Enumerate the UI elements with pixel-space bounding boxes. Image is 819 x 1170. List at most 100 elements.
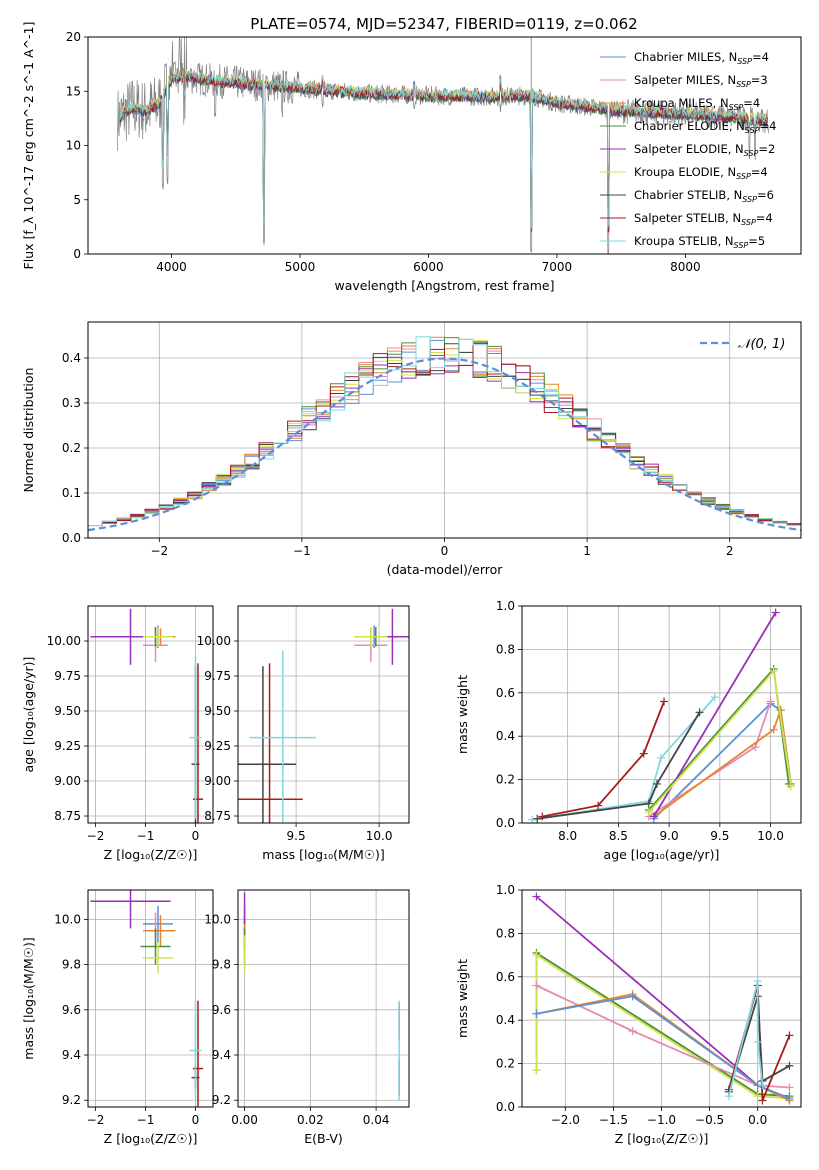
x-axis-label: wavelength [Angstrom, rest frame] <box>334 278 554 293</box>
x-tick-label: −2 <box>150 544 168 558</box>
age-vs-mass-axes <box>238 606 409 823</box>
y-tick-label: 1.0 <box>496 599 515 613</box>
data-point <box>143 905 173 942</box>
y-tick-label: 10 <box>66 139 81 153</box>
legend-label: Chabrier ELODIE, NSSP=4 <box>634 119 776 135</box>
y-tick-label: 15 <box>66 84 81 98</box>
age-vs-Z-axes <box>88 606 213 823</box>
weight-marker <box>639 749 648 758</box>
y-tick-label: 9.50 <box>54 704 81 718</box>
y-tick-label: 0.6 <box>496 970 515 984</box>
legend-label-main: Salpeter ELODIE, N <box>634 142 744 156</box>
legend-label-value: =4 <box>743 96 760 110</box>
x-tick-label: −1.5 <box>599 1113 628 1127</box>
y-tick-label: 0.3 <box>62 396 81 410</box>
weight-marker <box>528 815 537 823</box>
weight-marker <box>771 608 780 617</box>
x-tick-label: −0.5 <box>695 1113 724 1127</box>
y-tick-label: 0.4 <box>496 729 515 743</box>
x-tick-label: −1 <box>293 544 311 558</box>
weight-marker <box>785 1031 794 1040</box>
weight-marker <box>769 667 778 676</box>
legend-label-main: Salpeter STELIB, N <box>634 211 741 225</box>
y-tick-label: 9.2 <box>212 1093 231 1107</box>
legend-label-value: =4 <box>751 165 768 179</box>
weight-marker <box>695 708 704 717</box>
weight-marker <box>753 1037 762 1046</box>
y-axis-label: mass weight <box>455 675 470 754</box>
weight-marker <box>532 1009 541 1018</box>
legend-label-main: Kroupa ELODIE, N <box>634 165 736 179</box>
data-point <box>145 914 176 947</box>
data-point <box>90 890 171 929</box>
x-tick-label: 0.04 <box>363 1113 390 1127</box>
x-axis-label: mass [log₁₀(M/M☉)] <box>262 847 384 862</box>
residuals-legend: 𝒩(0, 1) <box>700 337 785 352</box>
legend-label-main: Kroupa MILES, N <box>634 96 729 110</box>
y-tick-label: 9.8 <box>212 958 231 972</box>
x-tick-label: 6000 <box>413 260 444 274</box>
model-spectrum-line <box>119 72 768 234</box>
y-tick-label: 0.0 <box>62 531 81 545</box>
legend-label-value: =6 <box>757 188 774 202</box>
x-axis-label: Z [log₁₀(Z/Z☉)] <box>615 1131 709 1146</box>
y-tick-label: 9.00 <box>204 774 231 788</box>
residual-histogram-step <box>88 336 801 526</box>
y-tick-label: 9.6 <box>212 1003 231 1017</box>
spectrum-frame: 4000 5000 6000 7000 8000 0 5 10 15 20 wavelength [… <box>21 22 802 293</box>
x-tick-label: 1 <box>583 544 591 558</box>
y-tick-label: 0.6 <box>496 686 515 700</box>
x-tick-label: 8.0 <box>558 829 577 843</box>
x-axis-label: Z [log₁₀(Z/Z☉)] <box>104 847 198 862</box>
data-point <box>354 627 388 647</box>
legend-label-main: Salpeter MILES, N <box>634 73 736 87</box>
mass-weight-vs-Z-plot-area <box>532 892 794 1105</box>
weight-marker <box>532 892 541 901</box>
legend-label: Salpeter MILES, NSSP=3 <box>634 73 768 89</box>
data-point <box>140 928 171 965</box>
weight-series-line <box>536 995 790 1100</box>
axes-frame <box>87 889 214 1108</box>
x-axis-label: age [log₁₀(age/yr)] <box>604 847 720 862</box>
data-point <box>249 650 317 823</box>
model-spectrum-line <box>119 70 768 229</box>
data-point <box>143 941 173 974</box>
y-tick-label: 0.0 <box>496 1100 515 1114</box>
weight-marker <box>785 1061 794 1070</box>
data-point <box>193 1000 203 1107</box>
age-vs-mass-frame: 9.5 10.0 8.75 9.00 9.25 9.50 9.75 10.00 mass [lo… <box>197 605 410 862</box>
y-tick-label: 0.2 <box>496 1057 515 1071</box>
x-tick-label: 10.0 <box>757 829 784 843</box>
y-tick-label: 8.75 <box>54 809 81 823</box>
weight-marker <box>532 981 541 990</box>
weight-marker <box>785 1083 794 1092</box>
legend-label: Chabrier STELIB, NSSP=6 <box>634 188 774 204</box>
weight-marker <box>769 725 778 734</box>
x-tick-label: 8.5 <box>609 829 628 843</box>
y-tick-label: 0.0 <box>496 816 515 830</box>
legend-label-subscript: SSP <box>742 195 757 204</box>
legend-label-value: =5 <box>748 234 765 248</box>
legend-label-subscript: SSP <box>745 126 760 135</box>
legend-label-main: Kroupa STELIB, N <box>634 234 734 248</box>
legend-label-subscript: SSP <box>736 80 751 89</box>
weight-marker <box>710 693 719 702</box>
x-tick-label: 9.0 <box>660 829 679 843</box>
x-tick-label: 4000 <box>156 260 187 274</box>
figure-title: PLATE=0574, MJD=52347, FIBERID=0119, z=0… <box>250 15 637 33</box>
legend-label-main: Chabrier ELODIE, N <box>634 119 745 133</box>
legend-label: 𝒩(0, 1) <box>738 337 785 352</box>
legend-label-value: =3 <box>751 73 768 87</box>
y-tick-label: 9.25 <box>204 739 231 753</box>
legend-label-value: =4 <box>760 119 777 133</box>
y-tick-label: 1.0 <box>496 883 515 897</box>
weight-marker <box>660 697 669 706</box>
y-tick-label: 0.8 <box>496 642 515 656</box>
legend-label-value: =2 <box>758 142 775 156</box>
x-tick-label: 0 <box>441 544 449 558</box>
mass-weight-vs-Z-frame: −2.0 −1.5 −1.0 −0.5 0.0 0.0 0.2 0.4 0.6 0.8 1.0 Z [… <box>455 883 802 1146</box>
weight-marker <box>758 1081 767 1090</box>
mass-weight-vs-age-plot-area <box>528 608 795 823</box>
y-tick-label: 9.00 <box>54 774 81 788</box>
